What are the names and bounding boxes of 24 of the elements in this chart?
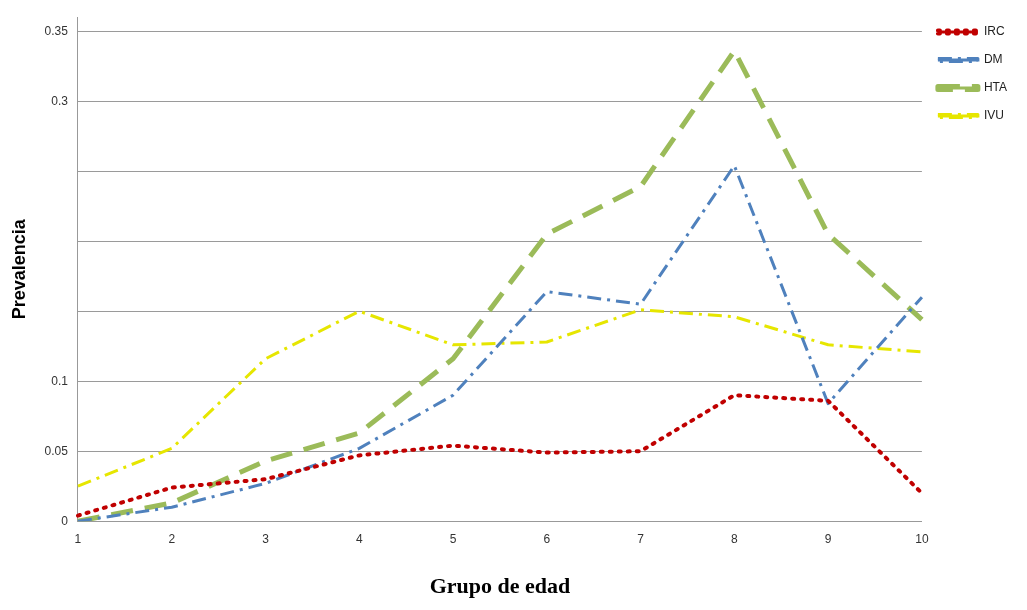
x-tick-label: 2	[168, 531, 176, 546]
y-tick-label: 0	[61, 513, 69, 528]
x-tick-label: 5	[449, 531, 457, 546]
line-series	[76, 308, 924, 488]
x-tick-label: 8	[731, 531, 739, 546]
y-tick-label: 0.1	[51, 373, 69, 388]
x-tick-label: 1	[74, 531, 82, 546]
x-tick-label: 9	[824, 531, 832, 546]
legend-label: IVU	[983, 108, 1004, 123]
x-tick-label: 3	[262, 531, 270, 546]
y-tick-label: 0.05	[44, 443, 69, 458]
x-tick-label: 6	[543, 531, 551, 546]
legend-label: HTA	[983, 80, 1007, 95]
legend-label: DM	[983, 52, 1003, 67]
legend-label: IRC	[983, 24, 1005, 39]
x-tick-label: 4	[355, 531, 363, 546]
y-axis-title: Prevalencia	[8, 218, 29, 320]
line-series	[76, 164, 924, 522]
x-tick-label: 7	[637, 531, 645, 546]
x-tick-label: 10	[915, 531, 929, 546]
line-series	[75, 393, 924, 518]
y-tick-label: 0.35	[44, 23, 69, 38]
y-tick-label: 0.3	[51, 93, 69, 108]
x-axis-title: Grupo de edad	[429, 573, 571, 599]
